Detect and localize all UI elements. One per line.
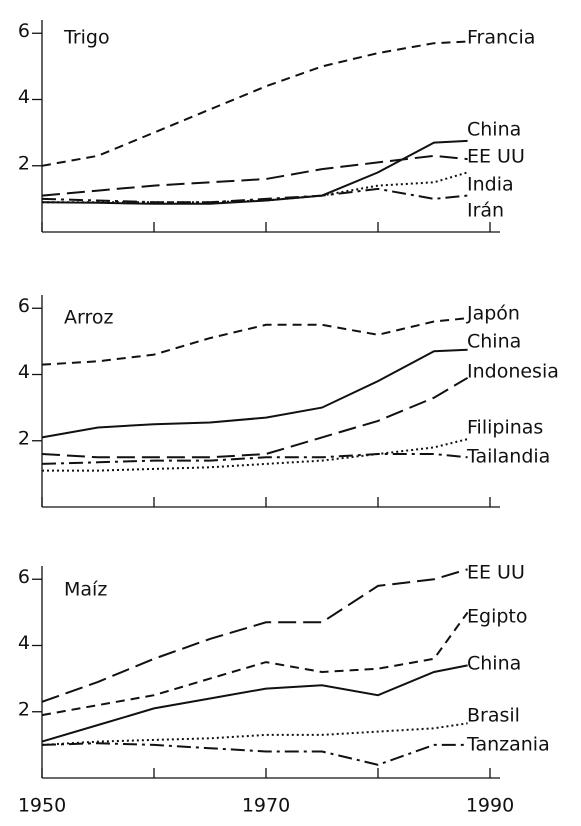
series-label: Filipinas — [467, 417, 543, 439]
panel-title: Trigo — [63, 27, 110, 49]
series-label: Egipto — [467, 606, 527, 628]
y-tick-label: 6 — [18, 295, 30, 317]
y-tick-label: 6 — [18, 20, 30, 42]
series-line — [41, 376, 469, 459]
series-label: Brasil — [467, 705, 520, 727]
series-line — [41, 722, 468, 746]
series-label: China — [467, 119, 521, 141]
series-line — [41, 611, 469, 717]
y-tick-label: 4 — [18, 361, 30, 383]
series-line — [42, 171, 468, 204]
series-line — [41, 348, 468, 439]
series-line — [41, 139, 468, 205]
y-tick-label: 4 — [18, 632, 30, 654]
series-label: Francia — [467, 27, 535, 49]
series-line — [41, 742, 468, 766]
series-line — [41, 40, 468, 167]
y-tick-label: 2 — [18, 698, 30, 720]
x-tick-label: 1950 — [18, 795, 66, 817]
series-label: Indonesia — [467, 361, 559, 383]
series-line — [41, 453, 468, 465]
series-label: India — [467, 174, 514, 196]
y-tick-label: 4 — [18, 86, 30, 108]
series-label: China — [467, 331, 521, 353]
series-line — [41, 568, 468, 703]
y-tick-label: 2 — [18, 427, 30, 449]
x-tick-label: 1970 — [242, 795, 290, 817]
series-line — [41, 154, 468, 197]
y-tick-label: 6 — [18, 566, 30, 588]
series-label: EE UU — [467, 562, 525, 584]
series-line — [41, 664, 468, 743]
series-label: Irán — [467, 200, 504, 222]
series-label: Tanzania — [466, 734, 550, 756]
series-label: China — [467, 653, 521, 675]
x-tick-label: 1990 — [466, 795, 514, 817]
series-label: EE UU — [467, 146, 525, 168]
y-tick-label: 2 — [18, 152, 30, 174]
series-line — [41, 187, 468, 204]
panel-title: Maíz — [64, 579, 107, 601]
series-label: Japón — [466, 303, 520, 325]
series-line — [41, 317, 468, 366]
panel-title: Arroz — [64, 307, 113, 329]
series-label: Tailandia — [466, 446, 550, 468]
